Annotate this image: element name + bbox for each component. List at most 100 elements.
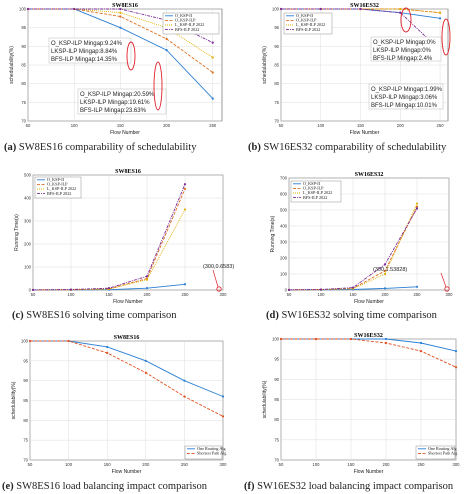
y-tick-label: 500	[24, 173, 32, 178]
y-tick-label: 95	[274, 357, 279, 362]
legend-entry: One Routing Alg	[197, 446, 227, 451]
y-tick-label: 400	[24, 196, 32, 201]
legend-entry: BFS-ILP 2022	[296, 27, 320, 32]
legend-entry: O_KSP-II	[175, 13, 193, 18]
highlight-ellipse	[126, 41, 136, 71]
data-point	[415, 207, 419, 210]
data-point	[69, 288, 73, 291]
legend-entry: Shortest Path Alg	[428, 451, 458, 456]
highlight-ellipse	[400, 7, 412, 33]
y-tick-label: 85	[274, 397, 279, 402]
legend-entry: O_KSP-ILP	[303, 186, 324, 191]
x-tick-label: 250	[181, 462, 189, 467]
series-line-1	[281, 338, 457, 368]
annotation-box	[368, 83, 444, 110]
chart-title: SW8ES16	[114, 335, 140, 341]
chart-title: SW8ES16	[112, 3, 138, 9]
legend-entry: O_KSP-ILP	[296, 18, 317, 23]
data-point	[454, 366, 458, 369]
annotation-line: LKSP-ILP Mingap:0%	[373, 48, 432, 54]
data-point	[359, 7, 362, 11]
y-tick-label: 500	[280, 208, 288, 213]
data-point	[165, 37, 168, 40]
legend-box	[34, 176, 82, 199]
legend-entry: O_KSP-II	[47, 177, 65, 182]
x-axis-label: Flow Number	[354, 299, 384, 305]
data-point	[383, 263, 387, 266]
y-tick-label: 90	[274, 377, 279, 382]
x-tick-label: 50	[279, 462, 284, 467]
legend-box	[162, 12, 220, 35]
data-point	[67, 339, 70, 343]
highlight-ellipse	[441, 18, 451, 56]
y-axis-label: schedulability(%)	[262, 46, 268, 84]
x-tick-label: 50	[287, 292, 292, 297]
y-tick-label: 70	[274, 458, 279, 463]
y-tick-label: 75	[21, 100, 26, 105]
x-axis-label: Flow Number	[112, 469, 142, 475]
y-tick-label: 300	[24, 219, 32, 224]
legend-entry: O_KSP-ILP	[175, 18, 196, 23]
data-point	[383, 269, 387, 272]
x-tick-label: 300	[220, 292, 228, 297]
y-axis-label: Running Time(s)	[14, 214, 20, 251]
y-tick-label: 80	[274, 417, 279, 422]
data-point	[119, 15, 122, 18]
data-point	[415, 205, 419, 208]
y-tick-label: 80	[23, 418, 28, 423]
data-point	[183, 395, 186, 398]
data-point	[119, 7, 122, 11]
legend-box	[283, 12, 333, 35]
chart-panel-c: 0 100 200 300 400 500 50 100 150 200 250 300 SW8ES16…	[14, 169, 234, 305]
data-point	[415, 202, 419, 205]
point-label: (300,1.53828)	[373, 267, 407, 273]
x-tick-label: 250	[418, 462, 426, 467]
x-tick-label: 100	[68, 292, 76, 297]
y-axis-label: Running Time(s)	[270, 215, 276, 252]
chart-title: SW16ES32	[355, 172, 384, 178]
y-tick-label: 100	[272, 7, 280, 12]
chart-title: SW16ES32	[350, 3, 379, 9]
annotation-0: O_KSP-ILP Mingap:9.24% LKSP-ILP Mingap:8.…	[48, 37, 132, 64]
x-tick-label: 50	[31, 292, 36, 297]
x-tick-label: 100	[65, 462, 73, 467]
legend-entry: BFS-ILP 2022	[47, 191, 71, 196]
x-tick-label: 150	[348, 462, 356, 467]
legend-entry: O_KSP-II	[296, 13, 314, 18]
x-axis-label: Flow Number	[110, 130, 140, 136]
highlight-ellipse	[153, 61, 163, 111]
data-point	[28, 339, 32, 343]
y-axis-label: schedulability(%)	[262, 380, 268, 418]
y-tick-label: 400	[280, 224, 288, 229]
data-point	[211, 41, 214, 44]
y-tick-label: 90	[23, 378, 28, 383]
y-tick-label: 200	[280, 256, 288, 261]
data-point	[107, 287, 111, 290]
y-tick-label: 95	[274, 25, 279, 30]
x-tick-label: 50	[26, 123, 31, 128]
x-tick-label: 150	[350, 292, 358, 297]
x-tick-label: 250	[414, 292, 422, 297]
caption-f: (f) SW16ES32 load balancing impact compa…	[244, 481, 454, 492]
y-tick-label: 75	[274, 437, 279, 442]
data-point	[183, 208, 187, 211]
x-tick-label: 250	[209, 123, 217, 128]
y-tick-label: 100	[19, 7, 27, 12]
data-point	[221, 395, 225, 398]
data-point	[287, 288, 291, 291]
y-tick-label: 600	[280, 192, 288, 197]
annotation-line: BFS-ILP Mingap:10.01%	[371, 103, 438, 109]
y-tick-label: 90	[21, 44, 26, 49]
series-line-1	[30, 340, 224, 417]
data-point	[384, 337, 388, 341]
highlight-circle	[216, 286, 222, 292]
data-point	[144, 359, 147, 362]
legend-box	[415, 445, 456, 460]
y-tick-label: 95	[21, 25, 26, 30]
data-point	[145, 278, 149, 281]
x-axis-label: Flow Number	[350, 130, 380, 136]
